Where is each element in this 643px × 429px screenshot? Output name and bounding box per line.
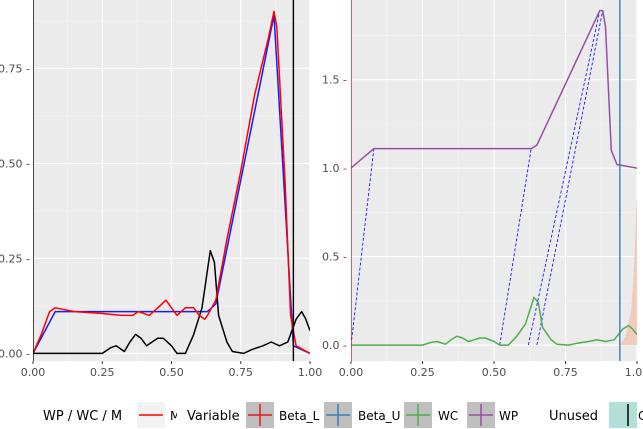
y-tick-label: 1.5 - xyxy=(322,74,347,87)
legend-title-wp-wc-m: WP / WC / M xyxy=(43,409,122,424)
x-tick-label: 1.00 xyxy=(298,366,323,379)
legend-label-unused-clip: C xyxy=(638,409,643,423)
x-tick-label: 0.75 xyxy=(553,366,578,379)
y-tick-label: 0.00 - xyxy=(0,347,30,360)
series-line-1 xyxy=(33,250,310,355)
series-line-wc xyxy=(351,296,637,346)
x-tick-label: 0.50 xyxy=(159,366,184,379)
y-tick-label: 0.0 - xyxy=(322,339,347,352)
y-tick-label: 0.25 - xyxy=(0,252,30,265)
legend-title-unused: Unused xyxy=(549,409,598,424)
series-line-2 xyxy=(33,10,310,355)
y-tick-label: 0.50 - xyxy=(0,157,30,170)
dashed-segment xyxy=(536,10,604,346)
x-tick-label: 0.75 xyxy=(229,366,254,379)
legend-label-beta-u: Beta_U xyxy=(358,409,400,423)
dashed-segment xyxy=(499,148,532,346)
right-panel: 0.00 0.25 0.50 0.75 1.00 0.0 - 0.5 - 1.0 - 1.5 - xyxy=(322,0,643,379)
shaded-region xyxy=(619,194,637,346)
legend-key-unused-fill xyxy=(609,402,637,428)
dashed-segment xyxy=(527,10,601,346)
legend-label-wc: WC xyxy=(438,409,458,423)
plot-area xyxy=(351,0,637,361)
x-tick-label: 0.00 xyxy=(21,366,46,379)
y-tick-label: 1.0 - xyxy=(322,162,347,175)
series-line-wp xyxy=(351,9,637,169)
x-tick-label: 0.50 xyxy=(482,366,507,379)
y-tick-label: 0.5 - xyxy=(322,251,347,264)
legend-label-wp: WP xyxy=(499,409,518,423)
y-tick-label: 0.75 - xyxy=(0,62,30,75)
legend-title-variable: Variable xyxy=(187,409,240,424)
legend-label-m: M xyxy=(170,409,180,423)
x-tick-label: 0.25 xyxy=(410,366,435,379)
legend: WP / WC / M M Variable Beta_L Beta_U WC … xyxy=(43,402,643,428)
dashed-segment xyxy=(351,148,375,346)
x-tick-label: 0.00 xyxy=(339,366,364,379)
legend-label-beta-l: Beta_L xyxy=(279,409,320,423)
plot-area xyxy=(33,0,310,361)
legend-label-m-clip: M xyxy=(170,409,180,423)
x-tick-label: 1.00 xyxy=(625,366,643,379)
x-tick-label: 0.25 xyxy=(90,366,115,379)
legend-label-unused: C xyxy=(638,409,643,423)
left-panel: 0.00 0.25 0.50 0.75 1.00 0.00 - 0.25 - 0.50 - 0.… xyxy=(0,0,322,379)
